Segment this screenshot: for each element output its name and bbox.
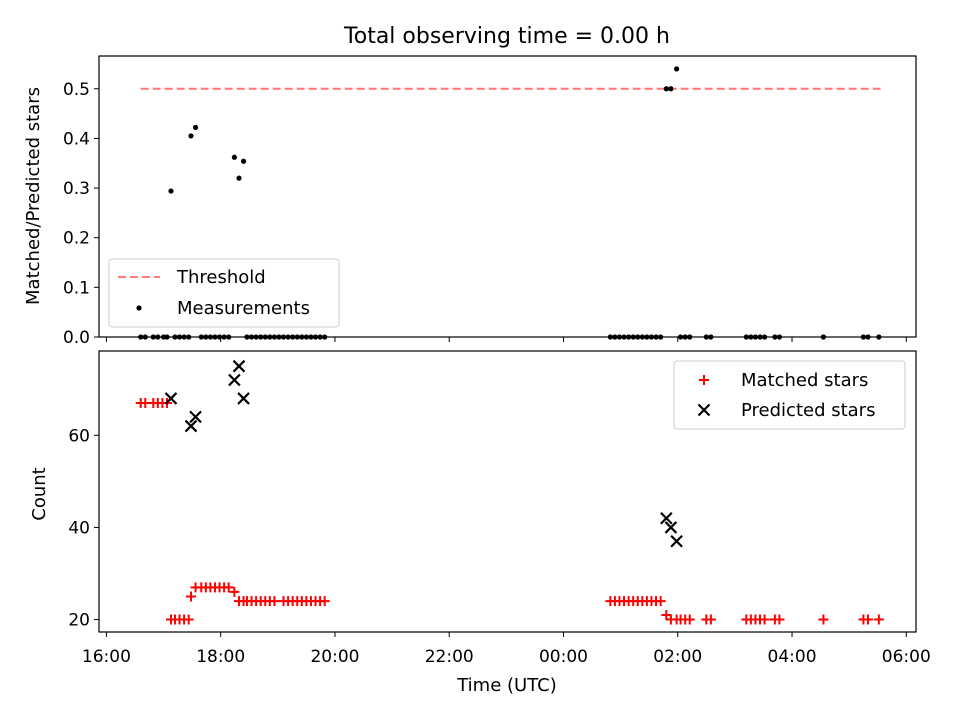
matched-star-point: [684, 614, 695, 625]
matched-star-point: [818, 614, 829, 625]
x-tick-label: 00:00: [539, 647, 588, 667]
bottom-plot-frame: [98, 350, 917, 633]
legend-predicted-swatch: [697, 403, 711, 417]
predicted-star-point: [664, 521, 678, 534]
measurement-point: [188, 133, 194, 139]
y-tick-label: 0.1: [63, 278, 90, 298]
predicted-star-point: [232, 359, 246, 373]
y-tick-label: 0.5: [63, 80, 90, 100]
y-tick-label: 0.4: [63, 129, 90, 149]
measurement-point: [168, 188, 174, 194]
measurement-point: [240, 158, 247, 164]
matched-star-point: [661, 609, 672, 620]
y-tick-label: 0.0: [63, 328, 90, 348]
predicted-star-point: [670, 534, 683, 548]
bottom-panel: 20 40 60 16:00 18:00 20:00 22:00 00:00 02:00 04:…: [29, 350, 931, 696]
legend-measurement-label: Measurements: [177, 298, 310, 319]
legend-matched-swatch: [699, 375, 709, 385]
matched-star-point: [863, 614, 874, 625]
matched-star-point: [269, 596, 280, 607]
measurement-point: [674, 66, 680, 72]
predicted-star-point: [660, 511, 673, 525]
bottom-x-axis: 16:00 18:00 20:00 22:00 00:00 02:00 04:00 06:00: [82, 632, 931, 667]
bottom-legend: Matched stars Predicted stars: [673, 360, 906, 430]
x-tick-label: 20:00: [310, 647, 359, 667]
top-legend: Threshold Measurements: [108, 258, 340, 328]
chart-title: Total observing time = 0.00 h: [343, 24, 670, 49]
x-tick-label: 02:00: [653, 647, 702, 667]
bottom-y-axis-label: Count: [29, 467, 50, 520]
top-y-axis-label: Matched/Predicted stars: [23, 87, 44, 305]
measurement-point: [231, 154, 238, 160]
top-panel: 0.0 0.1 0.2 0.3 0.4 0.5 Matched/Predicted sta…: [23, 55, 917, 348]
legend-box: [673, 360, 906, 430]
y-tick-label: 60: [68, 426, 90, 446]
predicted-star-point: [164, 392, 178, 405]
top-plot-frame: [98, 55, 917, 338]
predicted-star-point: [184, 419, 198, 433]
matched-star-point: [229, 586, 240, 597]
measurement-point: [236, 175, 242, 181]
legend-box: [108, 258, 340, 328]
bottom-y-axis: 20 40 60: [68, 426, 99, 631]
measurement-point: [192, 124, 199, 131]
top-x-ticks: [105, 337, 907, 342]
matched-star-point: [774, 614, 785, 625]
y-tick-label: 40: [68, 518, 90, 538]
matched-star-point: [319, 596, 330, 607]
measurement-point: [668, 86, 674, 92]
legend-threshold-label: Threshold: [176, 267, 266, 288]
x-axis-label: Time (UTC): [456, 675, 557, 696]
top-y-axis: 0.0 0.1 0.2 0.3 0.4 0.5: [63, 80, 99, 348]
y-tick-label: 0.2: [63, 229, 90, 249]
matched-star-point: [873, 614, 884, 625]
predicted-star-point: [189, 410, 202, 424]
x-tick-label: 22:00: [425, 647, 474, 667]
matched-star-point: [655, 596, 666, 607]
bottom-plot-area: [135, 359, 884, 625]
matched-star-point: [223, 582, 234, 593]
y-tick-label: 20: [68, 611, 90, 631]
y-tick-label: 0.3: [63, 179, 90, 199]
legend-predicted-label: Predicted stars: [741, 400, 875, 421]
predicted-star-point: [228, 373, 241, 387]
matched-star-point: [183, 614, 194, 625]
matched-star-point: [185, 591, 196, 602]
x-tick-label: 04:00: [768, 647, 817, 667]
matched-star-point: [759, 614, 770, 625]
matched-star-point: [705, 614, 716, 625]
predicted-star-point: [237, 392, 250, 405]
measurement-point: [663, 86, 669, 92]
x-tick-label: 06:00: [882, 647, 931, 667]
x-tick-label: 16:00: [82, 647, 131, 667]
x-tick-label: 18:00: [196, 647, 245, 667]
legend-measurement-swatch: [136, 305, 142, 311]
legend-matched-label: Matched stars: [741, 370, 868, 391]
